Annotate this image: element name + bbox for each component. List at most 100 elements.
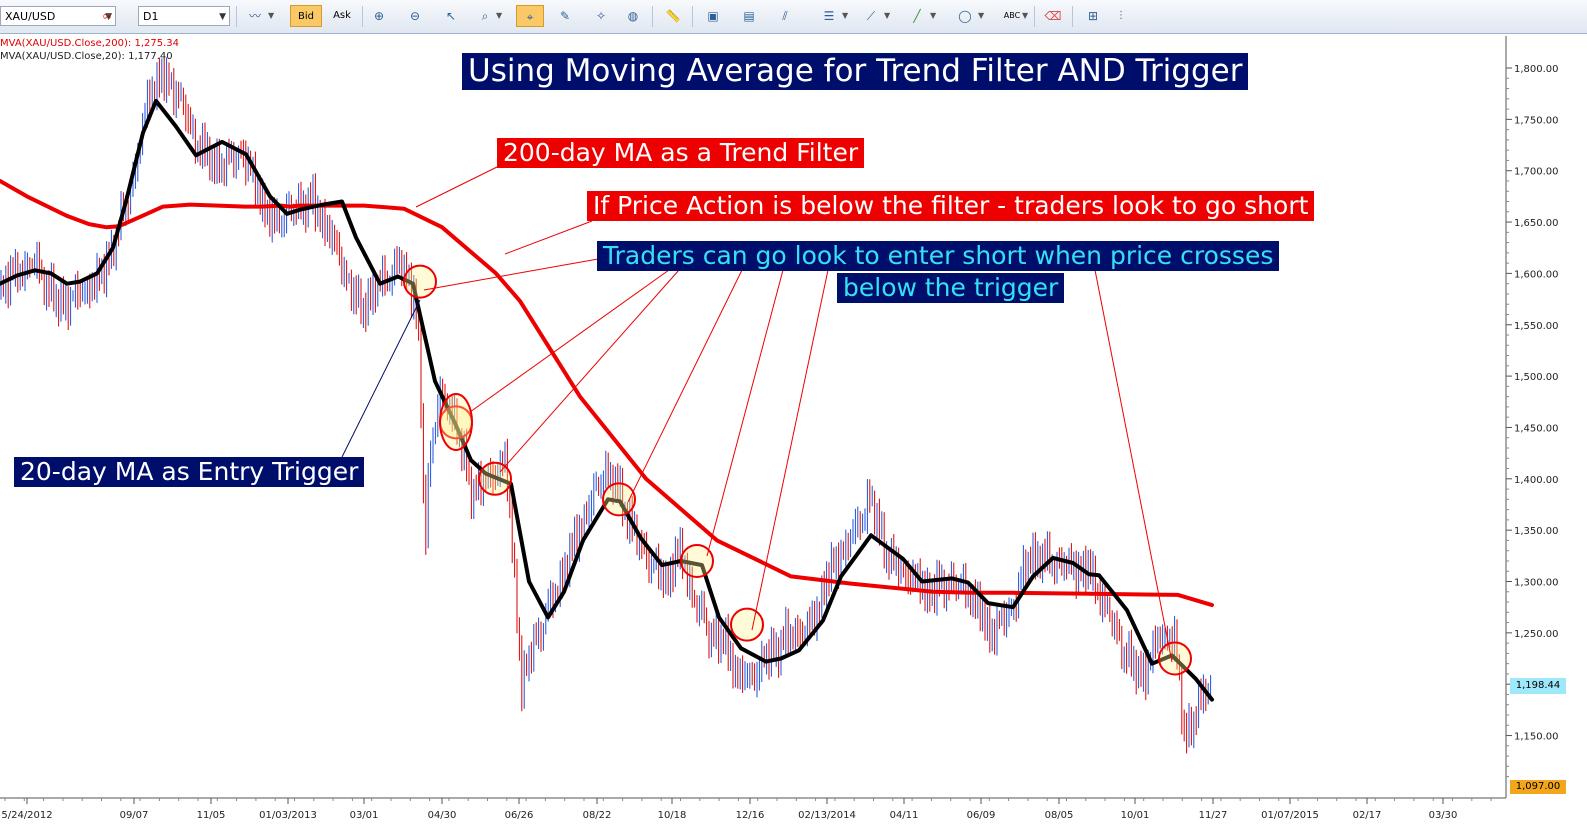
toolbar-divider xyxy=(652,6,653,27)
list-icon[interactable]: ☰ xyxy=(823,9,835,23)
zoom-in-icon[interactable]: ⊕ xyxy=(373,9,385,23)
y-tick-label: 1,150.00 xyxy=(1514,732,1559,743)
highlight-circle xyxy=(680,543,714,578)
chart-toolbar: XAU/USD ▼ ∞ D1 ▼ 〰 ▼ Bid Ask ⊕ ⊖ ↖ ⌕ ▼ ⌖… xyxy=(0,0,1587,34)
moving-averages xyxy=(0,98,1214,702)
toolbar-divider xyxy=(236,6,237,27)
picture-icon[interactable]: ▣ xyxy=(707,9,719,23)
entry-trigger-label: 20-day MA as Entry Trigger xyxy=(14,457,365,487)
y-tick-label: 1,250.00 xyxy=(1514,629,1559,640)
x-tick-label: 06/26 xyxy=(505,810,534,821)
chevron-down-icon[interactable]: ▼ xyxy=(842,11,849,20)
eraser-icon[interactable]: ⌫ xyxy=(1044,9,1062,23)
indicator-legend: MVA(XAU/USD.Close,200): 1,275.34 MVA(XAU… xyxy=(0,37,179,63)
leader-line xyxy=(423,258,599,291)
x-tick-label: 08/22 xyxy=(583,810,612,821)
x-tick-label: 03/01 xyxy=(350,810,379,821)
current-price-label: 1,198.44 xyxy=(1510,678,1566,694)
highlight-circles xyxy=(403,264,1192,676)
cursor-icon[interactable]: ↖ xyxy=(445,9,457,23)
x-tick-label: 02/17 xyxy=(1353,810,1382,821)
lines-icon[interactable]: ⫽ xyxy=(782,9,788,23)
leader-line xyxy=(415,166,498,208)
ma20-legend: MVA(XAU/USD.Close,20): 1,177.40 xyxy=(0,51,173,62)
chevron-down-icon[interactable]: ▼ xyxy=(930,11,937,20)
symbol-value: XAU/USD xyxy=(5,10,56,23)
symbol-select[interactable]: XAU/USD ▼ xyxy=(0,6,116,26)
x-tick-label: 11/27 xyxy=(1199,810,1228,821)
x-tick-label: 04/11 xyxy=(890,810,919,821)
x-tick-label: 10/18 xyxy=(658,810,687,821)
chart-title: Using Moving Average for Trend Filter AN… xyxy=(462,53,1249,90)
x-tick-label: 09/07 xyxy=(120,810,149,821)
chevron-down-icon: ▼ xyxy=(105,12,112,22)
y-tick-label: 1,750.00 xyxy=(1514,115,1559,126)
ma200-legend: MVA(XAU/USD.Close,200): 1,275.34 xyxy=(0,38,179,49)
leader-line xyxy=(627,269,743,503)
chevron-down-icon[interactable]: ▼ xyxy=(268,11,275,20)
ask-button[interactable]: Ask xyxy=(333,10,351,21)
leader-line xyxy=(499,269,680,473)
zoom-out-icon[interactable]: ⊖ xyxy=(409,9,421,23)
chart-window-icon[interactable]: ▤ xyxy=(743,9,755,23)
chart-type-icon[interactable]: 〰 xyxy=(248,9,261,23)
y-tick-label: 1,300.00 xyxy=(1514,578,1559,589)
y-tick-label: 1,450.00 xyxy=(1514,423,1559,434)
toolbar-divider xyxy=(362,6,363,27)
ellipse-icon[interactable]: ◯ xyxy=(958,9,972,23)
leader-line xyxy=(706,269,784,557)
y-tick-label: 1,700.00 xyxy=(1514,167,1559,178)
trendline-icon[interactable]: ╱ xyxy=(913,9,921,23)
x-tick-label: 01/07/2015 xyxy=(1261,810,1319,821)
chevron-down-icon[interactable]: ▼ xyxy=(978,11,985,20)
y-tick-label: 1,550.00 xyxy=(1514,321,1559,332)
cross-trigger-label-line2: below the trigger xyxy=(837,273,1065,303)
more-icon[interactable]: ⋮ xyxy=(1116,10,1126,21)
magnifier-icon[interactable]: ⌕ xyxy=(481,9,489,23)
y-tick-label: 1,350.00 xyxy=(1514,526,1559,537)
edit-icon[interactable]: ✎ xyxy=(559,9,571,23)
axis-low-label: 1,097.00 xyxy=(1510,780,1566,794)
fan-icon[interactable]: ⟋ xyxy=(866,9,876,23)
y-tick-label: 1,400.00 xyxy=(1514,475,1559,486)
text-tool-button[interactable]: ABC xyxy=(1003,11,1021,20)
trend-filter-label: 200-day MA as a Trend Filter xyxy=(497,138,865,168)
leader-line xyxy=(751,269,829,631)
crosshair-icon[interactable]: ⌖ xyxy=(516,5,544,27)
toolbar-divider xyxy=(1072,6,1073,27)
x-tick-label: 11/05 xyxy=(197,810,226,821)
leader-line xyxy=(504,220,593,255)
x-tick-label: 04/30 xyxy=(428,810,457,821)
globe-icon[interactable]: ◍ xyxy=(627,9,639,23)
highlight-circle xyxy=(403,264,437,299)
y-tick-label: 1,650.00 xyxy=(1514,218,1559,229)
highlight-circle xyxy=(1158,641,1192,676)
highlight-circle xyxy=(478,461,512,496)
y-tick-label: 1,500.00 xyxy=(1514,372,1559,383)
toolbar-divider xyxy=(692,6,693,27)
y-tick-label: 1,800.00 xyxy=(1514,64,1559,75)
leader-line xyxy=(469,269,670,413)
highlight-ellipse xyxy=(439,393,473,451)
x-tick-label: 5/24/2012 xyxy=(1,810,52,821)
wand-icon[interactable]: ✧ xyxy=(595,9,607,23)
chevron-down-icon[interactable]: ▼ xyxy=(1022,11,1029,20)
ma20-line xyxy=(0,98,1214,702)
chevron-down-icon[interactable]: ▼ xyxy=(884,11,891,20)
x-tick-label: 01/03/2013 xyxy=(259,810,317,821)
ma200-line xyxy=(0,179,1214,608)
ruler-icon[interactable]: 📏 xyxy=(665,9,681,23)
y-tick-label: 1,600.00 xyxy=(1514,269,1559,280)
timeframe-value: D1 xyxy=(143,10,159,23)
hierarchy-icon[interactable]: ⊞ xyxy=(1087,9,1099,23)
link-icon[interactable]: ∞ xyxy=(102,9,112,23)
highlight-circle xyxy=(730,607,764,642)
x-tick-label: 08/05 xyxy=(1045,810,1074,821)
bid-button[interactable]: Bid xyxy=(290,5,322,27)
chevron-down-icon[interactable]: ▼ xyxy=(496,11,503,20)
y-axis-panel xyxy=(1507,36,1587,798)
x-tick-label: 02/13/2014 xyxy=(798,810,856,821)
timeframe-select[interactable]: D1 ▼ xyxy=(138,6,230,26)
x-tick-label: 12/16 xyxy=(736,810,765,821)
